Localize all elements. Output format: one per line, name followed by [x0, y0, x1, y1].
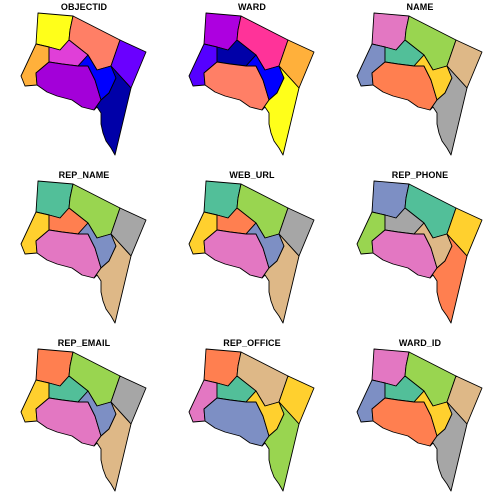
- map-panel-objectid: OBJECTID: [0, 0, 168, 168]
- map-panel-ward-id: WARD_ID: [336, 336, 504, 504]
- ward-map: [20, 12, 147, 156]
- ward-region-8: [93, 65, 132, 156]
- ward-map: [356, 12, 483, 156]
- ward-map: [20, 180, 147, 324]
- ward-map: [356, 348, 483, 492]
- map-panel-ward: WARD: [168, 0, 336, 168]
- panel-title: REP_OFFICE: [223, 338, 281, 348]
- panel-title: WEB_URL: [229, 170, 275, 180]
- ward-region-8: [261, 65, 300, 156]
- panel-title: WARD: [238, 2, 266, 12]
- ward-map: [20, 348, 147, 492]
- ward-map: [188, 12, 315, 156]
- map-panel-rep-phone: REP_PHONE: [336, 168, 504, 336]
- ward-region-8: [429, 65, 468, 156]
- ward-map: [188, 348, 315, 492]
- ward-region-8: [429, 233, 468, 324]
- panel-title: NAME: [406, 2, 434, 12]
- ward-map: [356, 180, 483, 324]
- map-panel-web-url: WEB_URL: [168, 168, 336, 336]
- ward-region-8: [261, 401, 300, 492]
- panel-title: REP_NAME: [58, 170, 110, 180]
- map-panel-rep-office: REP_OFFICE: [168, 336, 336, 504]
- ward-region-8: [429, 401, 468, 492]
- panel-title: REP_EMAIL: [57, 338, 111, 348]
- map-panel-rep-email: REP_EMAIL: [0, 336, 168, 504]
- ward-region-8: [93, 233, 132, 324]
- panel-title: OBJECTID: [60, 2, 108, 12]
- map-panel-rep-name: REP_NAME: [0, 168, 168, 336]
- panel-title: REP_PHONE: [391, 170, 449, 180]
- ward-region-8: [93, 401, 132, 492]
- ward-map: [188, 180, 315, 324]
- panel-title: WARD_ID: [398, 338, 442, 348]
- map-panel-name: NAME: [336, 0, 504, 168]
- ward-region-8: [261, 233, 300, 324]
